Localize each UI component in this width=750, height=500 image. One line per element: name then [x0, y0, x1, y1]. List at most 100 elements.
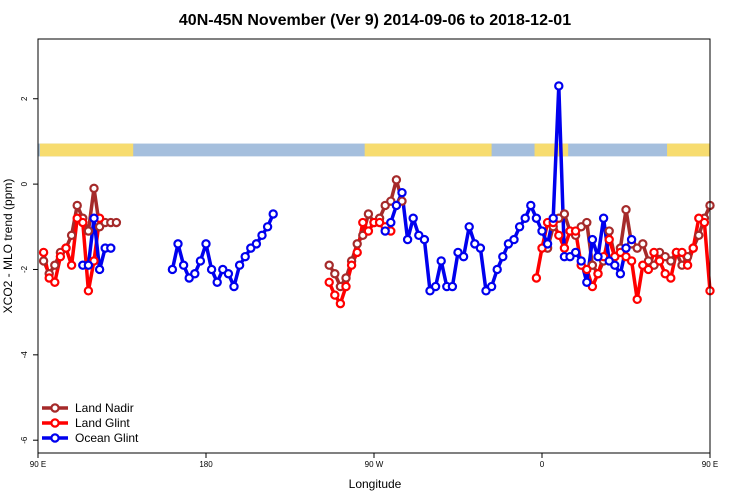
- legend-label: Land Nadir: [75, 401, 134, 415]
- legend-item-land-glint: Land Glint: [42, 416, 130, 430]
- x-tick-label: 90 E: [30, 460, 46, 469]
- land-glint-point: [582, 264, 592, 275]
- ocean-glint-point: [234, 260, 245, 270]
- ocean-glint-point: [598, 213, 609, 223]
- series-points: [38, 81, 715, 309]
- ocean-glint-point: [402, 234, 413, 245]
- ocean-glint-point: [408, 213, 418, 223]
- ocean-glint-point: [492, 264, 502, 275]
- land-glint-point: [55, 251, 66, 262]
- land-nadir-point: [89, 183, 99, 194]
- land-nadir-point: [363, 209, 374, 219]
- legend-marker: [50, 403, 60, 413]
- ocean-glint-point: [615, 269, 626, 279]
- y-axis: 2 0 -2 -4 -6: [20, 96, 38, 444]
- land-segment: [39, 143, 134, 157]
- land-glint-point: [335, 298, 346, 309]
- ocean-glint-point: [498, 251, 508, 262]
- land-nadir-point: [582, 217, 592, 228]
- land-nadir-point: [694, 230, 704, 241]
- land-glint-point: [324, 277, 334, 287]
- land-glint-point: [38, 247, 49, 258]
- land-segment: [364, 143, 492, 157]
- land-glint-point: [688, 243, 698, 253]
- land-glint-point: [358, 217, 368, 228]
- ocean-glint-point: [576, 256, 586, 266]
- land-nadir-point: [559, 209, 570, 219]
- ocean-glint-point: [621, 243, 631, 253]
- ocean-glint-point: [570, 247, 581, 258]
- land-glint-point: [649, 247, 659, 258]
- ocean-glint-line: [383, 84, 634, 293]
- land-nadir-point: [352, 239, 362, 249]
- x-tick-label: 180: [199, 460, 213, 469]
- ocean-glint-point: [106, 243, 116, 253]
- land-glint-point: [352, 247, 362, 258]
- land-nadir-point: [38, 256, 49, 266]
- ocean-glint-point: [526, 200, 536, 211]
- land-glint-point: [363, 226, 374, 236]
- ocean-glint-point: [89, 213, 99, 223]
- ocean-glint-point: [548, 213, 558, 223]
- x-axis-label: Longitude: [349, 477, 402, 491]
- land-nadir-point: [330, 269, 340, 279]
- land-glint-point: [330, 290, 340, 300]
- land-glint-point: [654, 256, 665, 266]
- y-axis-label: XCO2 - MLO trend (ppm): [1, 179, 15, 314]
- legend-item-land-nadir: Land Nadir: [42, 401, 134, 415]
- land-nadir-point: [391, 175, 402, 185]
- land-segment: [534, 143, 569, 157]
- ocean-glint-point: [251, 239, 262, 249]
- x-tick-label: 0: [540, 460, 545, 469]
- land-glint-point: [632, 294, 642, 305]
- ocean-glint-point: [262, 222, 273, 232]
- ocean-glint-point: [486, 281, 497, 292]
- land-glint-point: [83, 286, 94, 296]
- ocean-glint-point: [475, 243, 486, 253]
- ocean-glint-point: [195, 256, 206, 266]
- land-glint-point: [50, 277, 60, 287]
- ocean-glint-point: [626, 234, 637, 245]
- ocean-glint-point: [83, 260, 94, 270]
- ocean-glint-point: [201, 239, 211, 249]
- land-glint-point: [346, 260, 357, 270]
- x-tick-label: 90 W: [365, 460, 384, 469]
- ocean-glint-point: [436, 256, 446, 266]
- ocean-glint-point: [610, 260, 620, 270]
- ocean-glint-point: [94, 264, 105, 275]
- ocean-glint-point: [268, 209, 278, 219]
- land-glint-point: [626, 256, 637, 266]
- land-glint-point: [593, 269, 603, 279]
- land-glint-point: [699, 217, 710, 228]
- land-segment: [667, 143, 710, 157]
- ocean-glint-point: [537, 226, 547, 236]
- plot-frame: [37, 38, 711, 454]
- series-lines: [41, 84, 712, 306]
- ocean-glint-point: [531, 213, 542, 223]
- ocean-glint-point: [391, 200, 402, 211]
- y-tick-label: -2: [20, 265, 29, 273]
- land-glint-point: [570, 226, 581, 236]
- legend-item-ocean-glint: Ocean Glint: [42, 431, 139, 445]
- land-nadir-point: [324, 260, 334, 270]
- x-axis: 90 E 180 90 W 0 90 E: [30, 453, 718, 469]
- land-glint-point: [341, 281, 351, 292]
- land-glint-point: [61, 243, 71, 253]
- ocean-glint-point: [240, 251, 250, 262]
- land-nadir-point: [72, 200, 82, 211]
- legend-marker: [50, 433, 60, 443]
- chart-title: 40N-45N November (Ver 9) 2014-09-06 to 2…: [179, 12, 571, 29]
- land-glint-point: [643, 264, 654, 275]
- ocean-glint-point: [229, 281, 239, 292]
- x-tick-label: 90 E: [702, 460, 718, 469]
- ocean-glint-point: [520, 213, 530, 223]
- land-glint-point: [554, 230, 564, 241]
- ocean-glint-point: [430, 281, 441, 292]
- land-nadir-point: [666, 256, 676, 266]
- land-nadir-point: [66, 230, 77, 241]
- ocean-glint-point: [380, 226, 390, 236]
- land-nadir-point: [638, 239, 648, 249]
- ocean-glint-point: [554, 81, 564, 91]
- land-glint-point: [604, 234, 614, 245]
